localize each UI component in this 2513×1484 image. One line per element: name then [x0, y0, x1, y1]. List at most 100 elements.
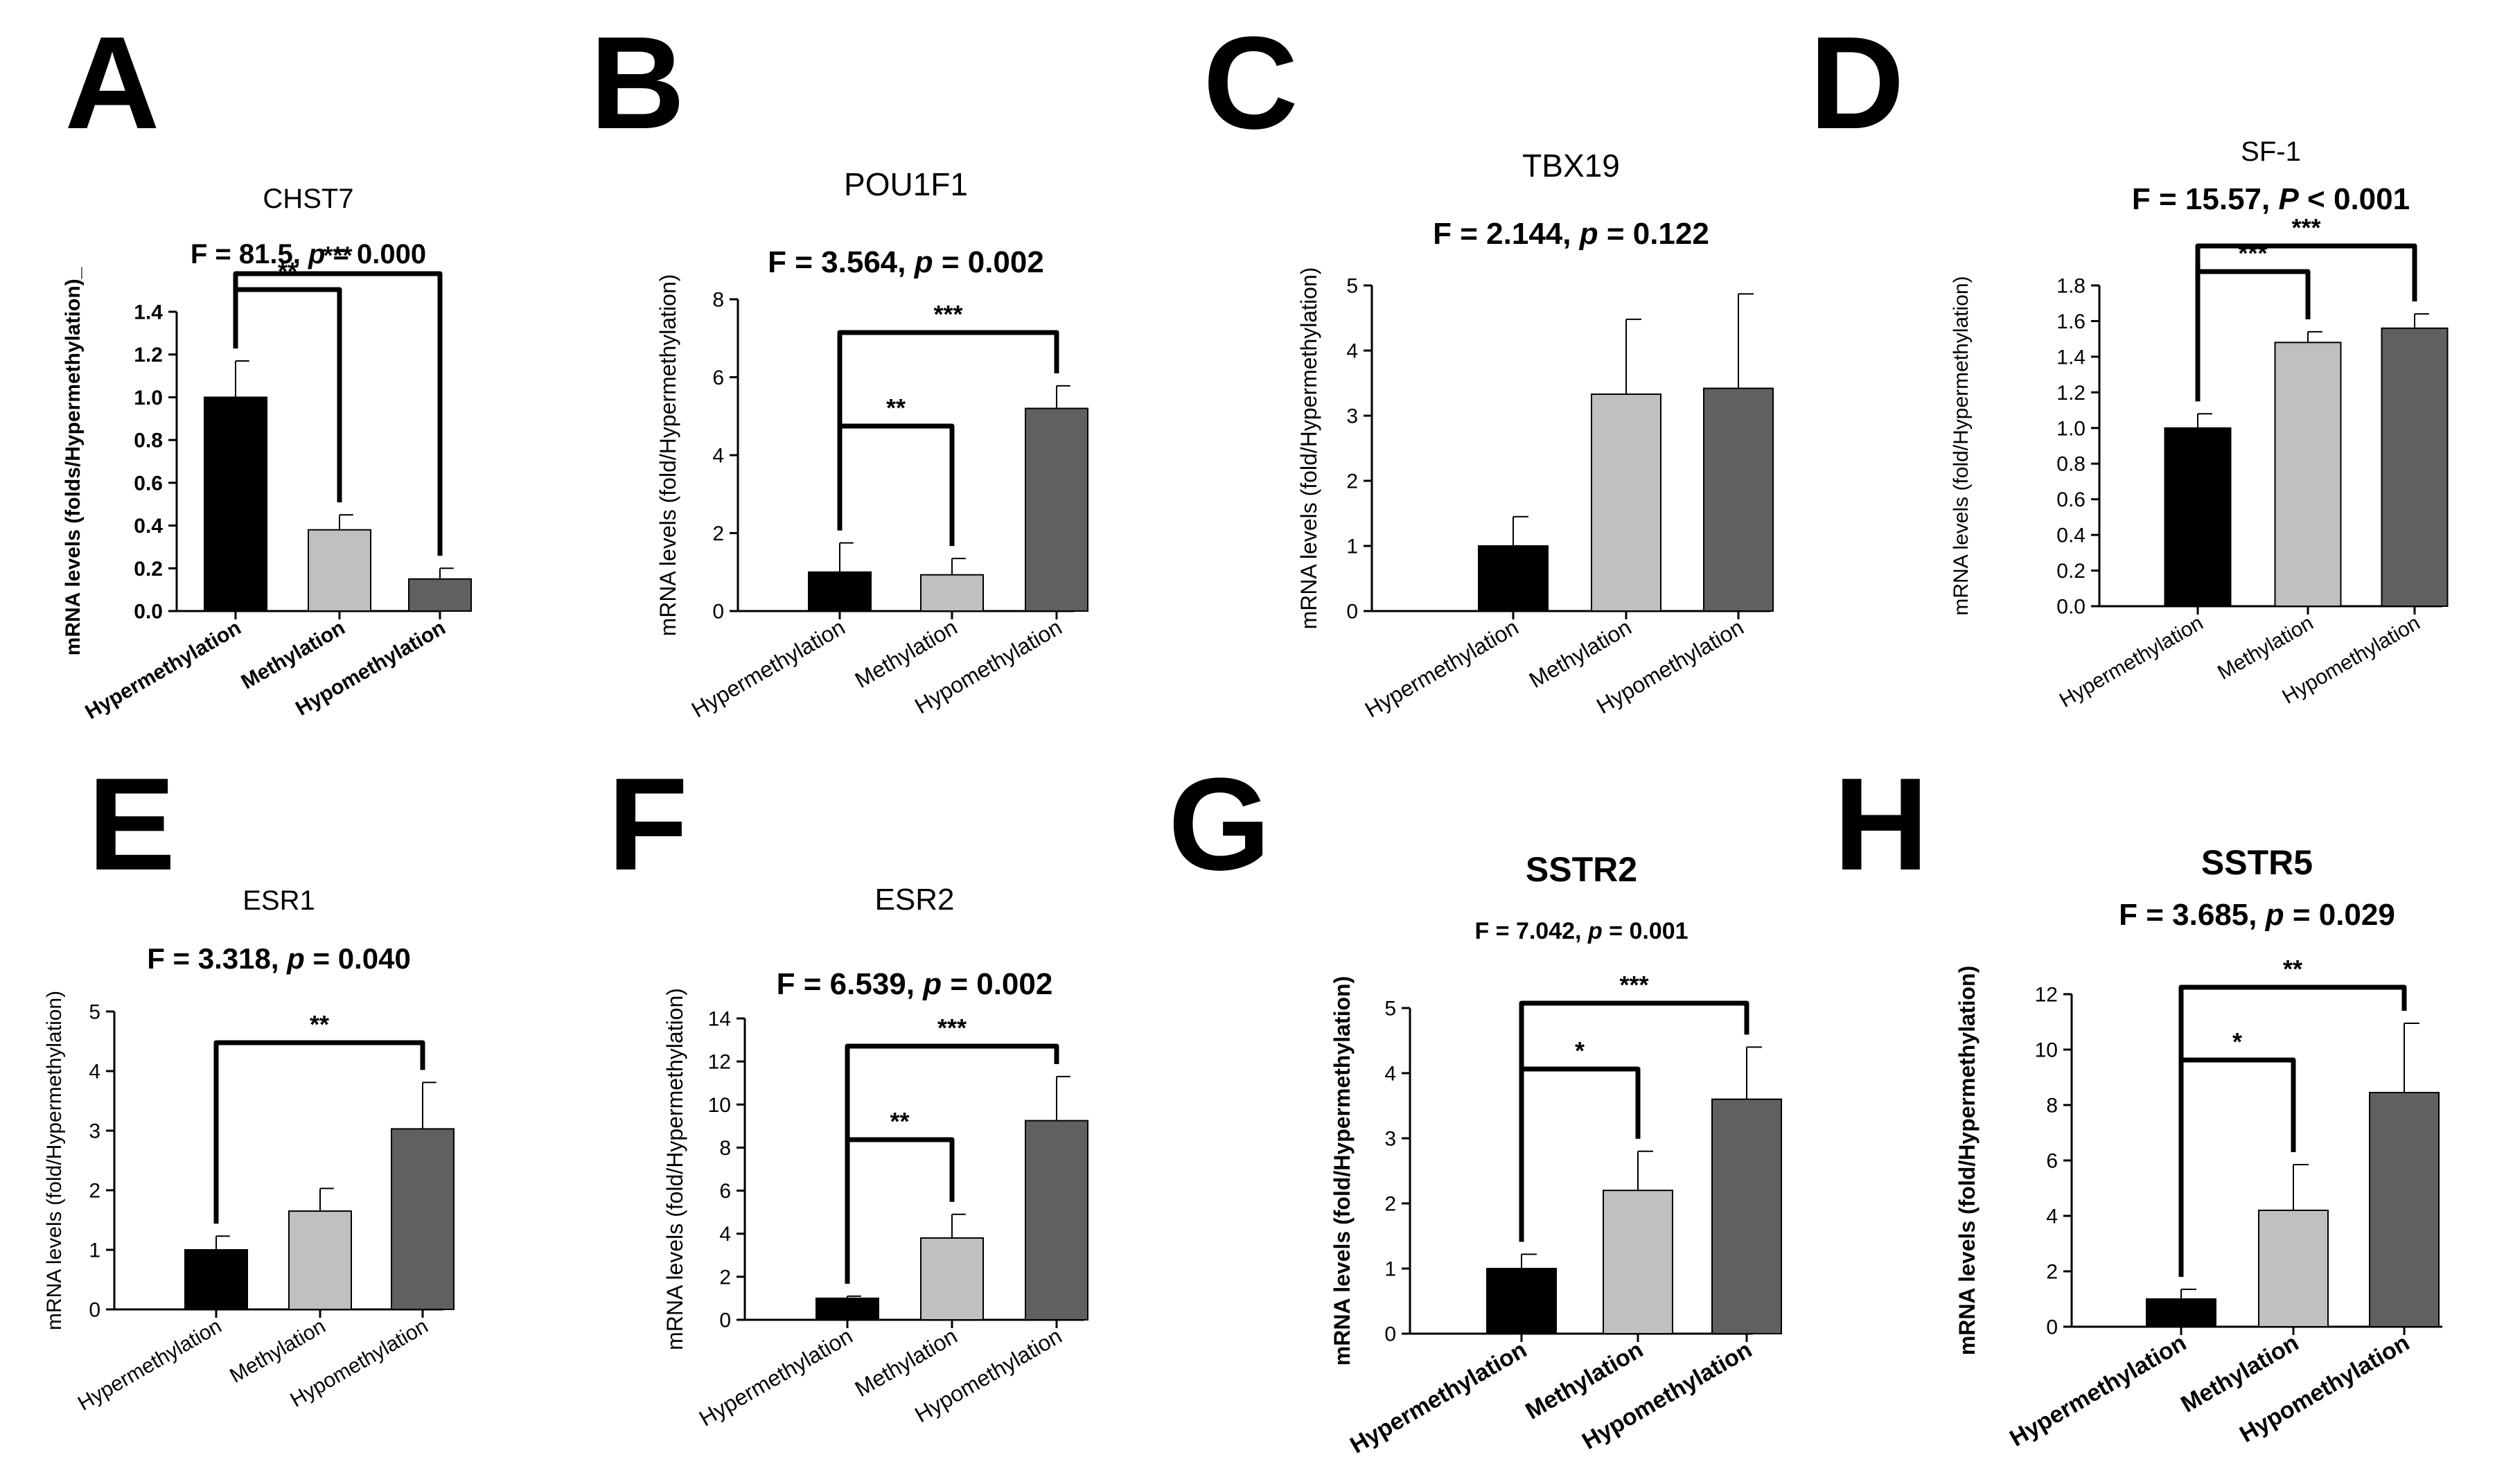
significance-label: **: [310, 1010, 329, 1039]
panel-letter: E: [88, 751, 176, 898]
bar-hypermethylation: [1478, 545, 1549, 612]
bar-hypermethylation: [815, 1297, 879, 1321]
y-tick-label: 0.4: [134, 515, 163, 538]
bar-methylation: [308, 529, 371, 612]
y-tick-label: 4: [1346, 340, 1358, 363]
y-axis-label: mRNA levels (fold/Hypermethylation): [43, 991, 66, 1330]
y-tick-label: 1: [1384, 1258, 1396, 1281]
significance-label: ***: [2238, 239, 2267, 267]
y-tick-label: 1.2: [134, 344, 163, 366]
y-tick-label: 1.6: [2056, 310, 2086, 333]
y-tick-label: 2: [719, 1266, 731, 1289]
significance-bracket: [213, 1040, 425, 1224]
y-axis-label: mRNA levels (fold/Hypermethylation): [1950, 276, 1973, 615]
bar-methylation: [1603, 1190, 1673, 1334]
y-tick-label: 5: [89, 1001, 100, 1024]
chart-panel-d: D SF-1 F = 15.57, P < 0.001 0.0 0.2 0.4 0.6 0.8…: [1809, 10, 2449, 712]
significance-label: *: [1575, 1036, 1585, 1065]
chart-title: TBX19: [1522, 148, 1620, 184]
stat-part: p: [1587, 918, 1603, 944]
y-tick-label: 1.0: [134, 387, 163, 409]
chart-title: POU1F1: [844, 166, 968, 202]
panel-letter: H: [1833, 751, 1928, 898]
y-axis-label: mRNA levels (fold/Hypermethylation): [1296, 267, 1321, 630]
bar-hypomethylation: [2369, 1092, 2440, 1327]
stat-part: = 0.002: [942, 967, 1052, 1001]
chart-panel-b: B POU1F1 F = 3.564, p = 0.002 0 2 4 6 8 mRNA lev…: [590, 10, 1088, 723]
chart-panel-c: C TBX19 F = 2.144, p = 0.122 0 1 2 3 4 5 mRNA lev…: [1203, 10, 1774, 723]
bar-hypermethylation: [1486, 1268, 1557, 1334]
chart-title: SSTR2: [1526, 850, 1637, 889]
y-tick-label: 0.8: [134, 430, 163, 452]
stat-part: = 0.122: [1598, 217, 1709, 251]
chart-panel-f: F ESR2 F = 6.539, p = 0.002 0 2 4 6 8 10 12 14 mRNA…: [608, 751, 1088, 1431]
y-axis-label: mRNA levels (fold/Hypermethylation): [655, 274, 680, 637]
stat-annotation: F = 3.564, p = 0.002: [768, 245, 1044, 279]
panel-letter: G: [1168, 751, 1271, 898]
y-tick-label: 2: [89, 1180, 100, 1203]
stat-annotation: F = 3.318, p = 0.040: [147, 942, 411, 975]
y-tick-label: 2: [2046, 1261, 2058, 1284]
x-tick-label: Methylation: [2214, 611, 2317, 684]
stat-annotation: F = 6.539, p = 0.002: [777, 967, 1053, 1001]
y-tick-label: 2: [1346, 470, 1358, 493]
stat-part: F = 3.318,: [147, 942, 287, 975]
chart-title: SSTR5: [2201, 843, 2313, 882]
y-tick-label: 1.4: [2056, 346, 2086, 369]
panel-letter: B: [590, 10, 685, 157]
significance-label: ***: [1619, 971, 1648, 999]
y-tick-label: 0: [1384, 1323, 1396, 1346]
chart-title: SF-1: [2241, 136, 2301, 167]
significance-label: ***: [2291, 213, 2320, 242]
y-tick-label: 1.2: [2056, 382, 2086, 405]
y-axis-label: mRNA levels (folds/Hypermethylation)_: [62, 267, 85, 655]
y-tick-label: 8: [712, 289, 724, 312]
chart-title: ESR2: [875, 883, 955, 917]
stat-part: F = 15.57,: [2132, 182, 2279, 216]
stat-part: p: [286, 942, 305, 975]
bar-methylation: [2274, 342, 2342, 607]
stat-part: p: [2265, 898, 2284, 932]
bar-hypomethylation: [1711, 1098, 1782, 1334]
panel-letter: F: [608, 751, 688, 898]
stat-part: p: [308, 239, 325, 270]
y-tick-label: 0: [719, 1309, 731, 1332]
y-tick-label: 0.2: [134, 558, 163, 581]
x-tick-label: Hypermethylation: [695, 1323, 857, 1431]
y-tick-label: 3: [1384, 1128, 1396, 1151]
bar-hypomethylation: [391, 1128, 455, 1311]
y-axis-label: mRNA levels (fold/Hypermethylation): [662, 988, 687, 1350]
y-axis-label: mRNA levels (fold/Hypermethylation): [1330, 976, 1355, 1366]
y-tick-label: 0: [1346, 601, 1358, 624]
y-tick-label: 0: [2046, 1316, 2058, 1339]
panel-letter: D: [1809, 10, 1904, 157]
chart-title: CHST7: [263, 184, 353, 214]
bar-hypermethylation: [808, 571, 872, 612]
y-tick-label: 1.8: [2056, 275, 2086, 298]
y-tick-label: 4: [1384, 1063, 1396, 1086]
stat-part: = 0.002: [933, 245, 1044, 279]
stat-part: = 0.040: [305, 942, 411, 975]
bar-hypermethylation: [2164, 427, 2232, 607]
bar-hypomethylation: [2381, 327, 2449, 607]
significance-bracket: [233, 271, 443, 556]
significance-label: ***: [937, 1014, 967, 1042]
x-tick-label: Hypermethylation: [2056, 611, 2207, 712]
x-tick-label: Hypermethylation: [2005, 1330, 2191, 1452]
bar-hypomethylation: [1703, 387, 1774, 612]
chart-panel-e: E ESR1 F = 3.318, p = 0.040 0 1 2 3 4 5 mRNA leve…: [43, 751, 455, 1415]
panel-letter: A: [64, 10, 159, 157]
y-tick-label: 4: [719, 1223, 731, 1246]
chart-panel-h: H SSTR5 F = 3.685, p = 0.029 0 2 4 6 8 10 12 mRNA …: [1833, 751, 2442, 1452]
significance-label: **: [2283, 955, 2302, 983]
y-tick-label: 6: [719, 1180, 731, 1203]
x-tick-label: Hypermethylation: [1346, 1336, 1531, 1459]
y-tick-label: 2: [1384, 1193, 1396, 1216]
stat-part: = 0.000: [325, 239, 426, 270]
stat-annotation: F = 7.042, p = 0.001: [1474, 918, 1688, 944]
stat-part: p: [922, 967, 942, 1001]
bar-hypomethylation: [1025, 407, 1088, 612]
y-tick-label: 1.0: [2056, 417, 2086, 440]
stat-part: F = 3.685,: [2119, 898, 2266, 932]
